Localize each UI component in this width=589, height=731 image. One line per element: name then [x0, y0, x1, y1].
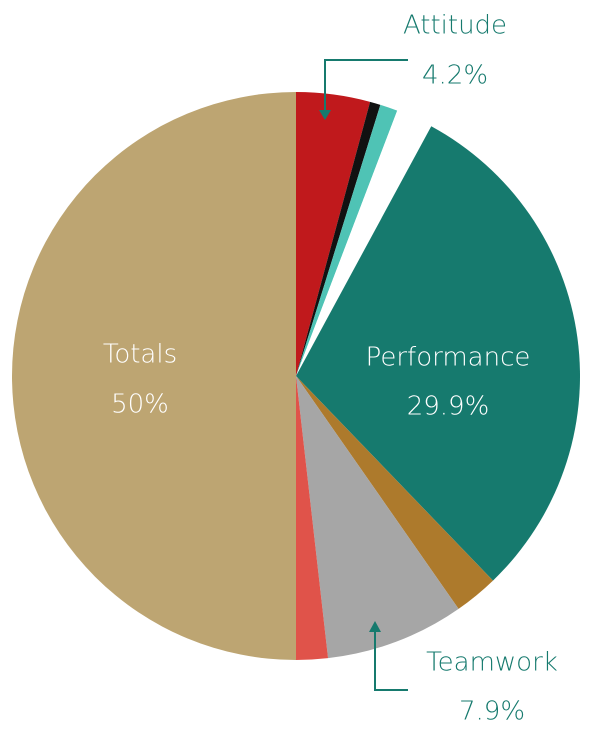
slice: [296, 376, 459, 659]
leader-arrow: [319, 110, 331, 120]
slice: [296, 101, 381, 377]
value-label: 4.2%: [422, 61, 488, 91]
value-label: 29.9%: [407, 392, 490, 422]
slices: [12, 92, 580, 660]
slice: [296, 92, 371, 376]
slice: [296, 110, 432, 377]
slice: [12, 92, 296, 660]
slice-label: Teamwork: [426, 648, 558, 678]
slice-label: Performance: [366, 343, 531, 373]
slice: [296, 376, 493, 609]
slice-label: Attitude: [403, 11, 507, 41]
value-label: 7.9%: [459, 697, 525, 727]
value-label: 50%: [111, 390, 169, 420]
slice-label: Totals: [103, 340, 177, 370]
slice: [296, 104, 398, 376]
slice: [296, 126, 580, 581]
leader-arrow: [369, 621, 381, 632]
leader-line: [374, 625, 408, 691]
slice: [296, 376, 329, 660]
leader-line: [324, 59, 408, 118]
